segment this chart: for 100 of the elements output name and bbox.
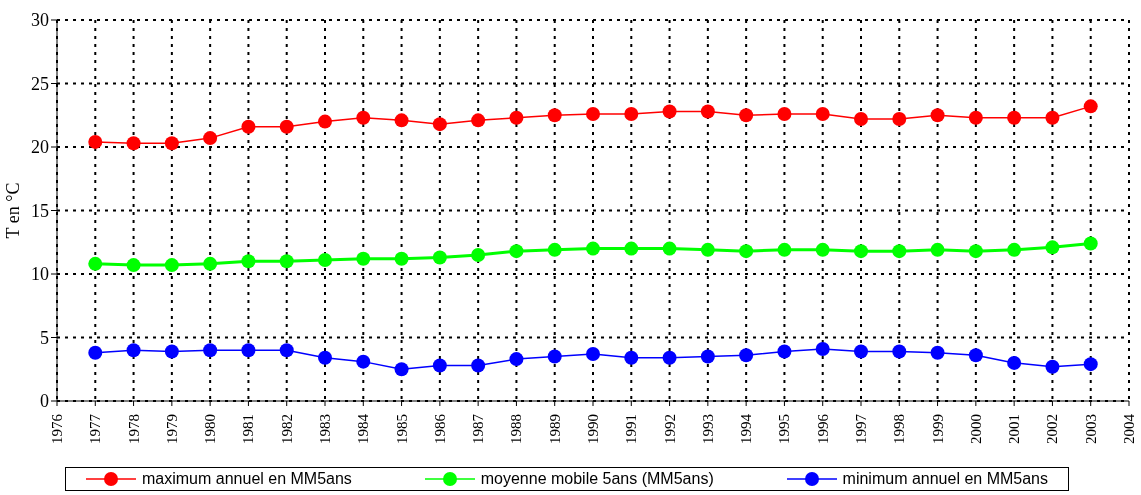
x-tick-label: 1993: [699, 414, 716, 444]
point: [88, 134, 103, 149]
point: [318, 253, 332, 268]
x-tick-label: 1985: [393, 414, 410, 444]
x-tick-label: 2001: [1006, 414, 1023, 444]
point: [432, 250, 447, 265]
point: [854, 344, 868, 359]
y-tick-label: 5: [40, 327, 49, 348]
point: [930, 108, 945, 123]
x-tick-label: 1976: [49, 413, 65, 444]
point: [892, 344, 907, 359]
y-tick-label: 30: [31, 10, 49, 31]
x-tick-label: 1997: [853, 413, 869, 444]
point: [279, 254, 294, 269]
x-tick-label: 1998: [891, 414, 908, 444]
point: [471, 358, 486, 373]
x-tick-label: 1999: [929, 414, 946, 444]
x-tick-label: 1987: [470, 413, 487, 444]
point: [892, 112, 907, 127]
point: [1007, 355, 1022, 370]
point: [662, 104, 677, 119]
point: [854, 112, 868, 127]
x-tick-label: 1980: [202, 414, 219, 444]
y-tick-label: 10: [31, 264, 49, 285]
point: [892, 244, 907, 259]
point: [777, 344, 792, 359]
point: [88, 345, 103, 360]
point: [509, 352, 524, 367]
x-tick-label: 1982: [278, 414, 295, 444]
point: [241, 254, 256, 269]
point: [815, 341, 830, 356]
point: [126, 343, 141, 358]
point: [777, 242, 792, 257]
point: [968, 348, 983, 363]
x-tick-label: 2000: [967, 414, 984, 444]
point: [318, 114, 332, 129]
point: [700, 104, 715, 119]
point: [739, 108, 754, 123]
x-tick-label: 1992: [661, 414, 678, 444]
point: [471, 113, 486, 128]
point: [1007, 110, 1022, 125]
legend-label: maximum annuel en MM5ans: [142, 470, 352, 488]
point: [1083, 99, 1098, 114]
point: [1045, 240, 1060, 255]
point: [356, 251, 371, 266]
point: [203, 131, 218, 146]
point: [777, 106, 792, 121]
point: [356, 110, 371, 125]
point: [126, 258, 141, 273]
point: [241, 119, 256, 134]
legend-label: moyenne mobile 5ans (MM5ans): [480, 470, 714, 488]
point: [586, 106, 600, 121]
point: [471, 247, 486, 262]
point: [930, 345, 945, 360]
point: [547, 242, 562, 257]
point: [126, 136, 141, 151]
point: [854, 244, 868, 259]
point: [700, 242, 715, 257]
point: [88, 256, 103, 271]
x-tick-label: 1984: [355, 413, 372, 444]
point: [815, 242, 830, 257]
x-tick-label: 1995: [776, 414, 793, 444]
y-tick-label: 20: [31, 137, 49, 158]
point: [968, 244, 983, 259]
x-tick-label: 1978: [125, 414, 142, 444]
point: [394, 113, 409, 128]
y-axis-title: T en °C: [3, 182, 24, 239]
point: [164, 136, 179, 151]
point: [739, 244, 754, 259]
point: [624, 241, 639, 256]
point: [1083, 236, 1098, 251]
point: [930, 242, 945, 257]
point: [662, 241, 677, 256]
point: [700, 349, 715, 364]
point: [318, 350, 332, 365]
x-tick-label: 1994: [738, 413, 755, 444]
point: [509, 244, 524, 259]
legend-label: minimum annuel en MM5ans: [842, 470, 1048, 488]
point: [432, 358, 447, 373]
point: [279, 119, 294, 134]
x-tick-label: 2003: [1082, 414, 1099, 444]
point: [279, 343, 294, 358]
x-tick-label: 1979: [163, 414, 180, 444]
x-tick-label: 1996: [814, 413, 831, 444]
point: [509, 110, 524, 125]
point: [586, 241, 600, 256]
point: [815, 106, 830, 121]
point: [1045, 110, 1060, 125]
point: [432, 117, 447, 132]
point: [547, 349, 562, 364]
point: [394, 251, 409, 266]
point: [624, 106, 639, 121]
x-tick-label: 1991: [623, 414, 640, 444]
point: [394, 362, 409, 377]
x-tick-label: 1989: [546, 414, 563, 444]
x-tick-label: 2002: [1044, 414, 1061, 444]
point: [662, 350, 677, 365]
x-tick-label: 1986: [431, 413, 448, 444]
point: [547, 108, 562, 123]
point: [203, 256, 218, 271]
